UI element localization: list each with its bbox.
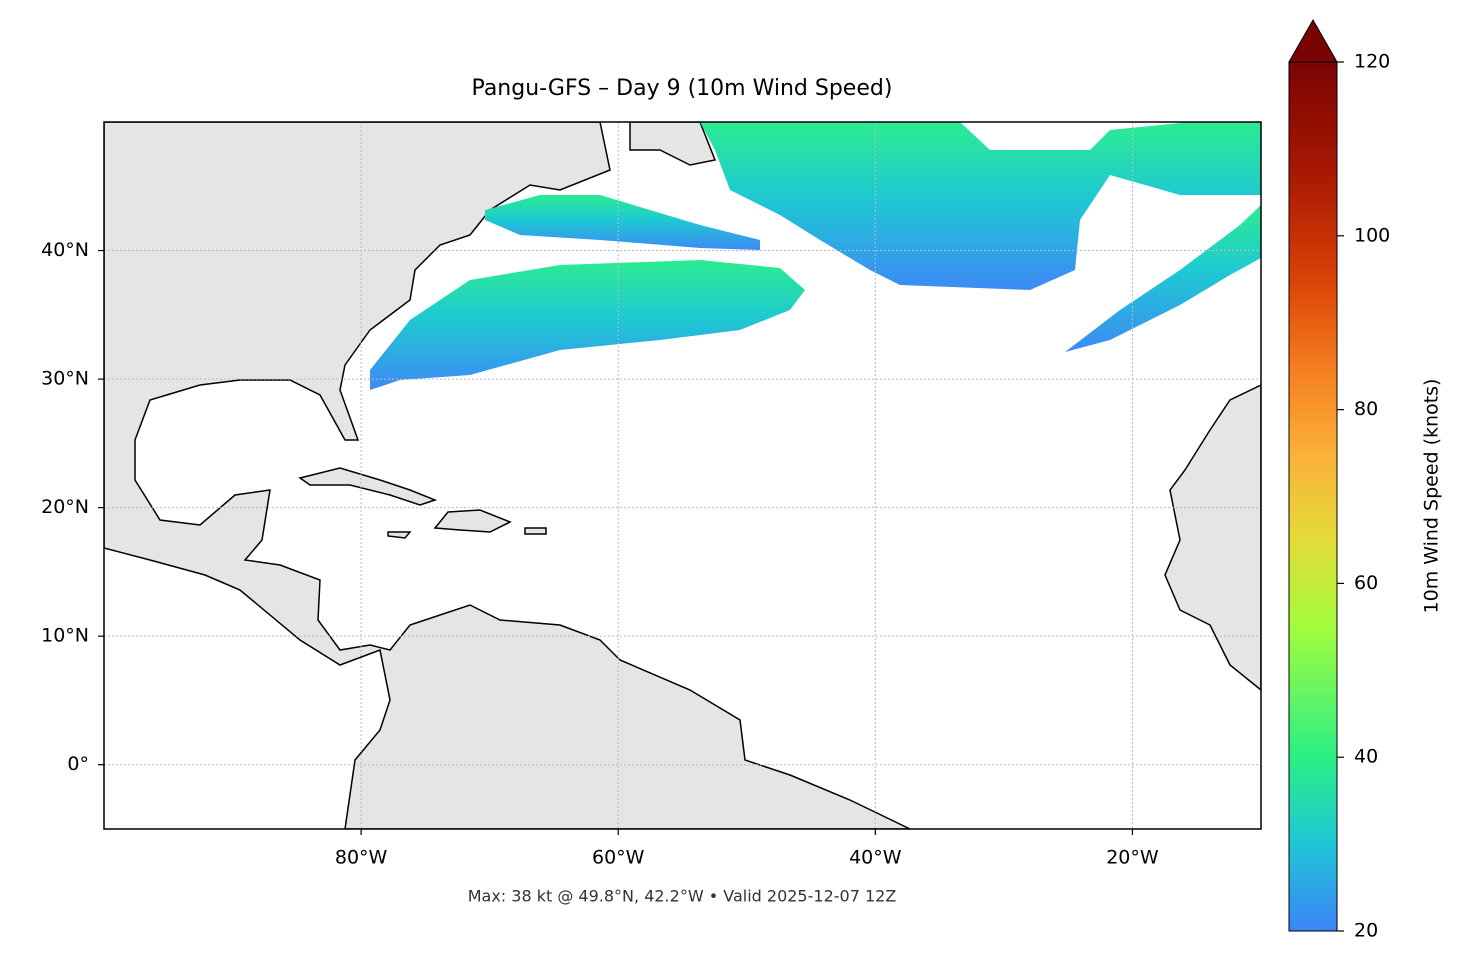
land-cuba xyxy=(298,467,438,506)
map-area xyxy=(104,122,1261,829)
y-tick-label: 10°N xyxy=(41,625,89,647)
y-tick-label: 0° xyxy=(67,753,89,775)
x-tick-label: 80°W xyxy=(335,847,388,869)
land-jamaica xyxy=(387,531,412,539)
wind-field xyxy=(1065,205,1261,352)
colorbar xyxy=(1288,61,1338,932)
land-africa xyxy=(1164,384,1261,691)
x-tick-label: 40°W xyxy=(849,847,902,869)
y-tick-label: 40°N xyxy=(41,239,89,261)
footnote: Max: 38 kt @ 49.8°N, 42.2°W • Valid 2025… xyxy=(468,887,897,906)
colorbar-tick-label: 80 xyxy=(1354,398,1378,420)
y-tick-label: 20°N xyxy=(41,496,89,518)
x-tick-label: 60°W xyxy=(592,847,645,869)
land-puerto-rico xyxy=(524,527,547,535)
wind-field xyxy=(370,260,805,390)
wind-field xyxy=(700,122,1261,290)
colorbar-label: 10m Wind Speed (knots) xyxy=(1421,379,1443,614)
map-frame xyxy=(103,121,1262,830)
colorbar-tick-label: 100 xyxy=(1354,224,1390,246)
x-tick-label: 20°W xyxy=(1106,847,1159,869)
colorbar-tick-label: 40 xyxy=(1354,746,1378,768)
colorbar-extend xyxy=(1288,18,1338,63)
colorbar-tick-label: 60 xyxy=(1354,572,1378,594)
land-americas xyxy=(104,122,911,829)
land-hispaniola xyxy=(433,509,512,533)
colorbar-tick-label: 120 xyxy=(1354,51,1390,73)
wind-field xyxy=(485,195,760,250)
colorbar-tick-label: 20 xyxy=(1354,920,1378,942)
land-canada-east xyxy=(629,122,717,166)
map-title: Pangu-GFS – Day 9 (10m Wind Speed) xyxy=(472,76,893,101)
y-tick-label: 30°N xyxy=(41,368,89,390)
